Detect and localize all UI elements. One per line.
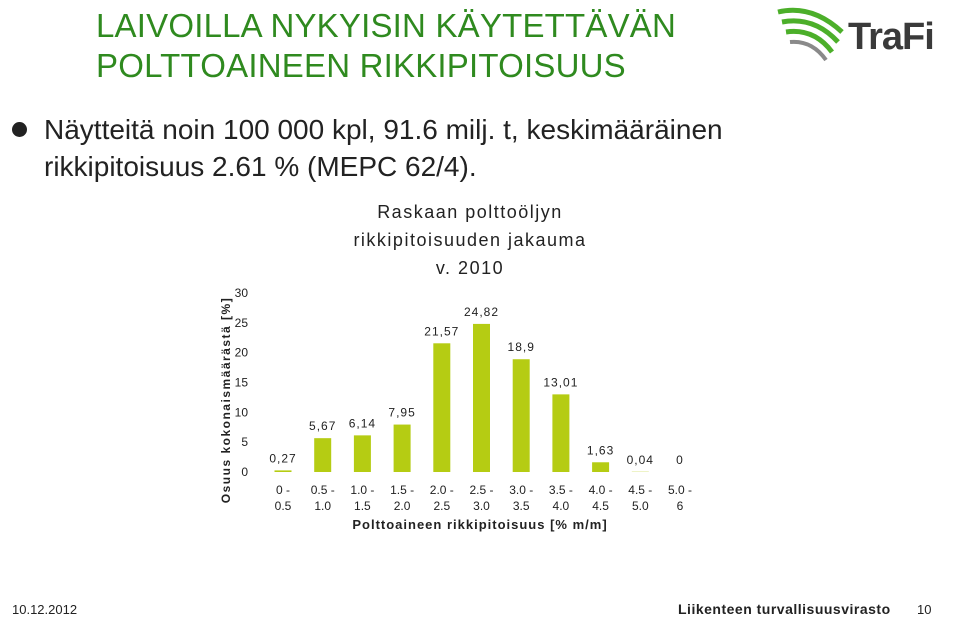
- data-label: 7,95: [388, 406, 415, 420]
- data-label: 0,04: [627, 453, 654, 467]
- x-tick-label: 0.5: [275, 499, 292, 513]
- bullet-item: Näytteitä noin 100 000 kpl, 91.6 milj. t…: [12, 111, 764, 185]
- y-tick-label: 5: [241, 435, 248, 449]
- x-tick-label: 1.5: [354, 499, 371, 513]
- y-tick-label: 10: [235, 405, 249, 419]
- x-tick-label: 3.0 -: [509, 483, 533, 497]
- y-tick-label: 30: [235, 286, 249, 300]
- x-tick-label: 1.5 -: [390, 483, 414, 497]
- trafi-logo-icon: [777, 7, 844, 62]
- chart-title-line: rikkipitoisuuden jakauma: [353, 230, 586, 250]
- chart-title-line: v. 2010: [436, 258, 504, 278]
- bullet-icon: [12, 122, 27, 137]
- x-tick-label: 4.5 -: [628, 483, 652, 497]
- bar: [592, 462, 610, 472]
- x-tick-label: 2.0 -: [430, 483, 454, 497]
- data-label: 5,67: [309, 419, 336, 433]
- x-tick-label: 1.0 -: [350, 483, 374, 497]
- x-tick-label: 5.0: [632, 499, 649, 513]
- x-tick-label: 2.0: [394, 499, 411, 513]
- x-tick-label: 4.0: [553, 499, 570, 513]
- bar: [393, 424, 411, 472]
- x-tick-label: 5.0 -: [668, 483, 692, 497]
- bar: [433, 343, 451, 472]
- y-axis-label: Osuus kokonaismäärästä [%]: [219, 297, 233, 503]
- page-number: 10: [917, 602, 932, 617]
- bar: [552, 394, 570, 472]
- x-tick-label: 1.0: [314, 499, 331, 513]
- x-axis-label: Polttoaineen rikkipitoisuus [% m/m]: [352, 517, 607, 532]
- x-tick-label: 2.5 -: [469, 483, 493, 497]
- bullet-text: Näytteitä noin 100 000 kpl, 91.6 milj. t…: [44, 114, 723, 182]
- footer-date: 10.12.2012: [12, 602, 78, 617]
- data-label: 18,9: [508, 340, 535, 354]
- x-tick-label: 4.0 -: [589, 483, 613, 497]
- logo-text: TraFi: [848, 16, 935, 58]
- footer-organization: Liikenteen turvallisuusvirasto: [678, 601, 891, 617]
- x-tick-label: 3.0: [473, 499, 490, 513]
- x-tick-label: 4.5: [592, 499, 609, 513]
- data-label: 13,01: [543, 375, 578, 389]
- y-tick-label: 20: [235, 346, 249, 360]
- x-tick-label: 3.5 -: [549, 483, 573, 497]
- x-tick-label: 6: [677, 499, 684, 513]
- x-tick-label: 0 -: [276, 483, 290, 497]
- x-tick-label: 3.5: [513, 499, 530, 513]
- data-label: 6,14: [349, 416, 376, 430]
- bar: [473, 323, 490, 472]
- x-tick-label: 2.5: [433, 499, 450, 513]
- data-label: 24,82: [464, 305, 499, 319]
- bar: [314, 438, 332, 472]
- data-label: 1,63: [587, 443, 614, 457]
- bar: [353, 435, 371, 472]
- bar: [512, 359, 530, 472]
- x-tick-label: 0.5 -: [311, 483, 335, 497]
- bar: [274, 470, 292, 472]
- y-tick-label: 0: [241, 465, 248, 479]
- chart-title-line: Raskaan polttoöljyn: [377, 202, 563, 222]
- data-label: 0,27: [269, 451, 296, 465]
- y-tick-label: 15: [235, 376, 249, 390]
- data-label: 0: [676, 453, 684, 467]
- data-label: 21,57: [424, 324, 459, 338]
- y-tick-label: 25: [235, 316, 249, 330]
- slide-title: LAIVOILLA NYKYISIN KÄYTETTÄVÄN POLTTOAIN…: [96, 7, 677, 84]
